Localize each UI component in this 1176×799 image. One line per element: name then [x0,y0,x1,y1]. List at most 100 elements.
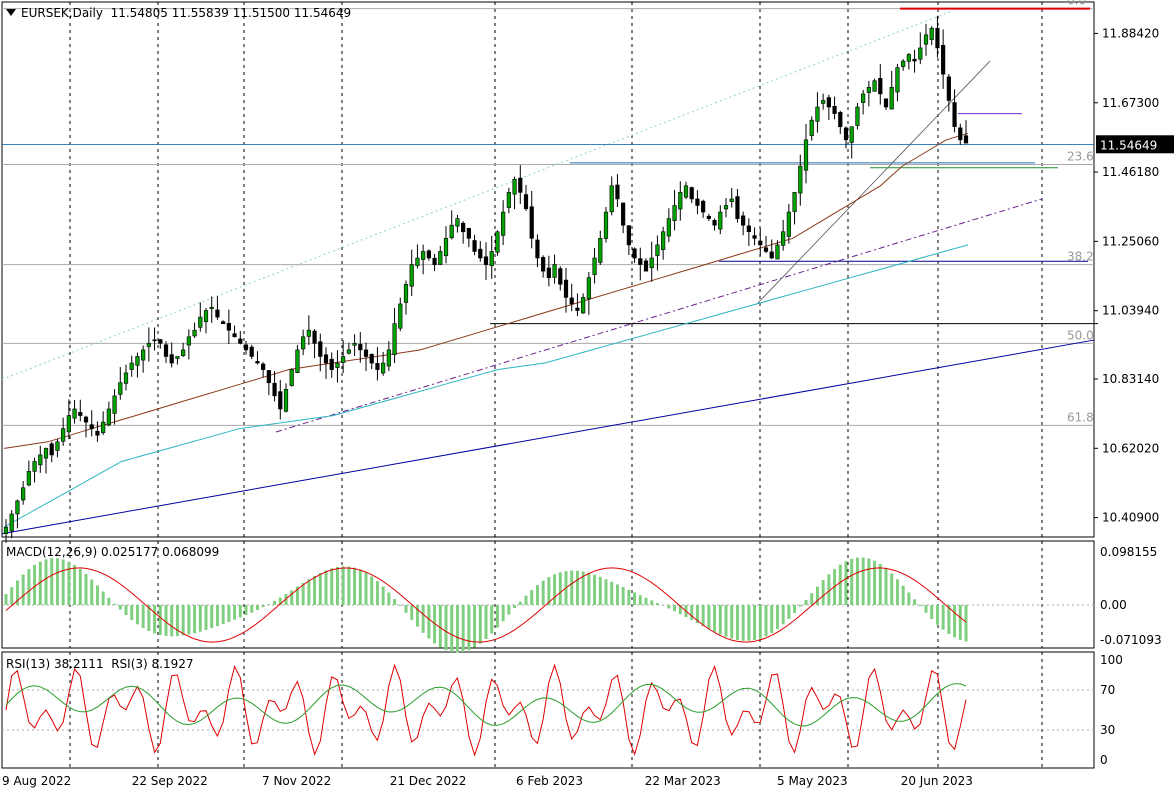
y-tick-label: 11.03940 [1102,304,1159,318]
candle-body [3,526,9,535]
candle-body [495,231,500,253]
candle-body [169,354,174,364]
candle-body [546,267,551,279]
macd-header: MACD(12,26,9) 0.025177 0.068099 [6,545,219,559]
candle-body [186,336,191,346]
candle-body [329,358,334,370]
candle-body [78,412,83,416]
candle-body [786,211,791,237]
candle-body [341,356,346,363]
fib-level-label: 0.0 [1067,0,1086,8]
candle-body [552,264,557,278]
low-value: 11.51500 [232,6,291,20]
candle-body [152,339,157,342]
candle-body [615,184,620,200]
candle-body [203,310,209,323]
candle-body [358,344,363,351]
x-tick-label: 22 Mar 2023 [645,774,721,788]
candle-body [683,185,689,198]
candle-body [906,54,911,62]
candle-body [712,220,717,226]
candle-body [512,178,517,195]
candle-body [849,126,854,143]
rsi13-value: 38.2111 [53,657,104,671]
candle-body [672,205,677,221]
candle-body [146,343,151,347]
candle-body [569,297,574,305]
candle-body [769,251,774,259]
candle-body [621,202,626,226]
candle-body [415,257,420,266]
candle-body [89,424,94,429]
macd-label: MACD(12,26,9) [6,545,98,559]
short-trendline [756,60,991,305]
candle-body [323,354,329,364]
candle-body [312,330,317,344]
candle-body [255,361,260,364]
candle-body [198,316,203,328]
candle-body [741,215,746,226]
candle-body [752,235,757,239]
symbol-label: EURSEK,Daily [21,6,103,20]
candle-body [261,363,266,370]
candle-body [392,323,397,355]
macd-y-tick: 0.098155 [1100,545,1157,559]
candle-body [15,500,20,515]
candle-body [158,339,163,344]
candle-body [9,513,14,532]
candle-body [803,139,809,171]
candle-body [792,192,797,212]
candle-body [238,338,243,344]
y-tick-label: 10.40900 [1102,511,1159,525]
candle-body [381,362,386,374]
candle-body [501,211,506,236]
candle-body [935,27,940,49]
collapse-triangle-icon[interactable] [6,9,16,16]
candle-body [66,415,71,433]
candle-body [529,206,534,239]
candle-body [735,196,740,219]
candle-body [369,353,374,364]
candle-body [289,369,294,386]
candle-body [72,408,77,419]
macd-value: 0.025177 [100,545,159,559]
macd-pane [1,540,1095,649]
rsi13-line [5,683,967,727]
support-trendline [275,198,1043,433]
candle-body [318,341,323,357]
candle-body [832,106,837,114]
candle-body [883,98,889,108]
candle-body [283,389,289,412]
candle-body [798,165,803,194]
candle-body [95,430,100,436]
candle-body [746,225,751,233]
rsi-y-tick: 70 [1100,683,1115,697]
candle-body [763,247,769,252]
candle-body [278,391,283,410]
candle-body [706,215,711,219]
candle-body [581,297,586,314]
candle-body [952,102,957,128]
candle-body [518,177,523,193]
candle-body [215,309,220,318]
candle-body [221,321,226,324]
candle-body [135,356,140,366]
candle-body [101,421,106,434]
candle-body [363,349,369,357]
candle-body [643,260,649,272]
y-tick-label: 11.88420 [1102,26,1159,40]
candle-body [466,227,471,239]
candle-body [598,238,603,263]
candle-body [226,322,231,331]
y-tick-label: 10.83140 [1102,372,1159,386]
candle-body [638,258,643,265]
candle-body [192,329,197,337]
candle-body [106,408,111,426]
candle-body [878,78,883,95]
candle-body [889,87,894,110]
candle-body [432,257,437,265]
y-tick-label: 10.62020 [1102,441,1159,455]
chart-header: EURSEK,Daily 11.54805 11.55839 11.51500 … [6,6,351,20]
